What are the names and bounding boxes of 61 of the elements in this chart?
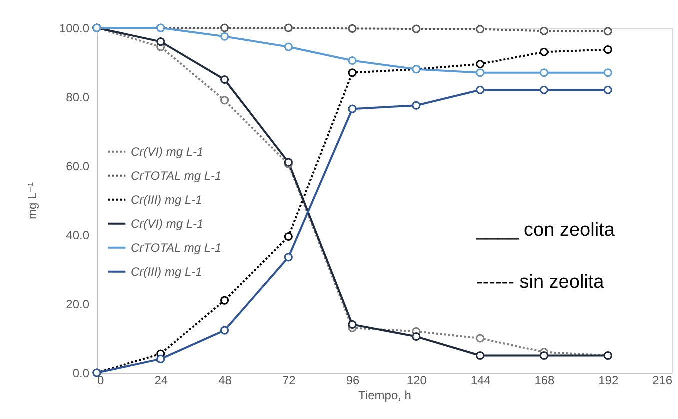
legend-label: Cr(III) mg L-1 [131,192,202,207]
y-tick-label: 0.0 [72,366,90,380]
point [412,332,421,342]
x-axis-title: Tiempo, h [358,388,412,402]
point [156,354,166,364]
point [284,24,293,32]
point [412,101,421,110]
point [348,56,357,66]
annotation: ____ con zeolita [476,220,616,241]
point [220,96,230,105]
y-axis-title: mg L⁻¹ [25,182,40,220]
x-tick-label: 168 [534,374,556,388]
point [540,48,549,56]
point [540,351,549,360]
y-tick-label: 20.0 [66,298,90,312]
legend-label: CrTOTAL mg L-1 [131,168,222,183]
point [476,334,485,343]
point [348,24,357,33]
point [284,253,293,262]
x-tick-label: 144 [470,374,492,388]
point [604,68,612,78]
point [540,26,549,36]
point [284,42,293,52]
legend-label: Cr(III) mg L-1 [131,264,202,279]
point [476,68,485,78]
point [284,232,293,242]
point [220,326,230,335]
point [476,25,485,34]
point [412,24,421,34]
legend-label: CrTOTAL mg L-1 [131,240,222,255]
legend-label: Cr(VI) mg L-1 [131,216,204,231]
x-tick-label: 48 [218,374,232,388]
legend-label: Cr(VI) mg L-1 [131,144,204,159]
point [220,296,230,305]
point [348,104,357,114]
point [220,32,230,41]
x-tick-label: 24 [154,374,168,388]
point [604,27,612,36]
point [348,68,357,78]
y-tick-label: 60.0 [66,160,90,174]
point [604,45,612,54]
point [540,86,549,94]
point [476,60,485,69]
point [220,24,230,32]
point [604,86,612,94]
annotation: ------ sin zeolita [476,272,605,293]
y-tick-label: 100.0 [59,22,90,36]
point [476,351,485,360]
x-tick-label: 96 [346,374,360,388]
point [476,86,485,94]
point [348,320,357,329]
point [156,38,166,46]
x-tick-label: 72 [282,374,296,388]
x-tick-label: 192 [598,374,619,388]
x-tick-label: 0 [98,374,104,388]
y-tick-label: 40.0 [66,228,90,242]
x-tick-label: 120 [406,374,428,388]
y-tick-label: 80.0 [66,90,90,104]
x-tick-label: 216 [652,374,673,388]
point [220,75,230,84]
point [540,68,549,78]
